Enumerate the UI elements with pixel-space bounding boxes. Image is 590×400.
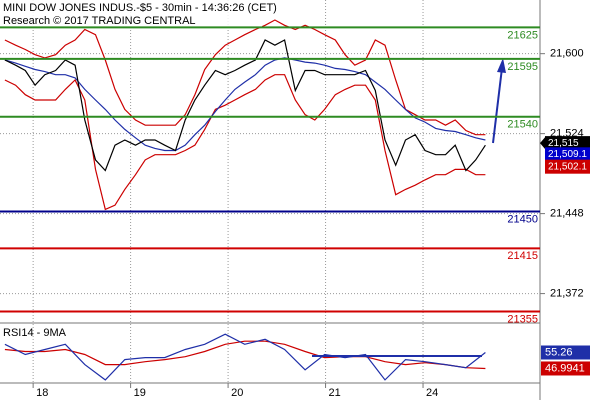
chart-title: MINI DOW JONES INDUS.-$5 - 30min - 14:36… (3, 2, 277, 14)
price-box-label: 21,502.1 (548, 161, 587, 172)
value-box (541, 361, 590, 376)
series-line (4, 333, 486, 381)
forecast-arrowhead (497, 58, 506, 73)
level-label: 21450 (507, 213, 538, 225)
value-box-label: 55.26 (545, 346, 573, 358)
price-box (545, 159, 590, 174)
x-tick-label: 19 (134, 387, 146, 399)
price-pointer (540, 136, 546, 151)
x-tick-label: 24 (426, 387, 438, 399)
level-label: 21355 (507, 313, 538, 325)
series-line (4, 57, 486, 152)
value-box-label: 46.9941 (545, 362, 585, 374)
x-tick-label: 21 (329, 387, 341, 399)
price-box (545, 147, 590, 162)
price-box (545, 136, 590, 151)
y-tick-label: 21,372 (550, 287, 584, 299)
series-line (4, 74, 486, 211)
series-line (4, 39, 486, 172)
x-tick-label: 20 (231, 387, 243, 399)
chart-subtitle: Research © 2017 TRADING CENTRAL (3, 15, 196, 27)
y-tick-label: 21,448 (550, 208, 584, 220)
title-backdrop (0, 0, 262, 28)
level-label: 21595 (507, 61, 538, 73)
series-line (4, 340, 486, 370)
rsi-title: RSI14 - 9MA (3, 327, 67, 339)
level-label: 21540 (507, 119, 538, 131)
level-label: 21415 (507, 250, 538, 262)
y-tick-label: 21,600 (550, 48, 584, 60)
x-tick-label: 18 (36, 387, 48, 399)
plot-layer (0, 0, 545, 388)
forecast-arrow (492, 67, 503, 144)
level-label: 21625 (507, 29, 538, 41)
price-box-label: 21,515 (548, 138, 579, 149)
price-box-label: 21,509.1 (548, 149, 587, 160)
value-box (541, 345, 590, 360)
